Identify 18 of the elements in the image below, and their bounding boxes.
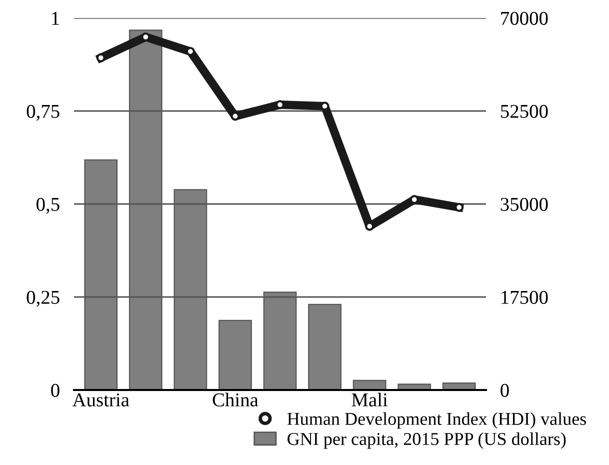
legend-label: Human Development Index (HDI) values (287, 412, 586, 429)
y-tick-label: 0,25 (26, 290, 60, 307)
y2-tick-label: 0 (500, 384, 509, 397)
y-tick-label: 0,75 (26, 104, 60, 121)
legend-label: GNI per capita, 2015 PPP (US dollars) (288, 432, 566, 449)
y-tick-label: 1 (52, 12, 59, 25)
x-tick-label: China (212, 392, 258, 406)
y2-tick-label: 35000 (500, 198, 548, 211)
x-tick-label: Austria (72, 393, 130, 406)
bar (218, 320, 252, 390)
point (96, 53, 106, 62)
y-tick-label: 0 (51, 384, 60, 397)
y2-tick-label: 17500 (502, 290, 548, 304)
y2-tick-label: 70000 (501, 12, 548, 25)
x-tick-label: Mali (352, 392, 388, 406)
y-tick-label: 0,5 (36, 198, 60, 214)
bar (308, 304, 342, 390)
y2-tick-label: 52500 (501, 104, 548, 118)
